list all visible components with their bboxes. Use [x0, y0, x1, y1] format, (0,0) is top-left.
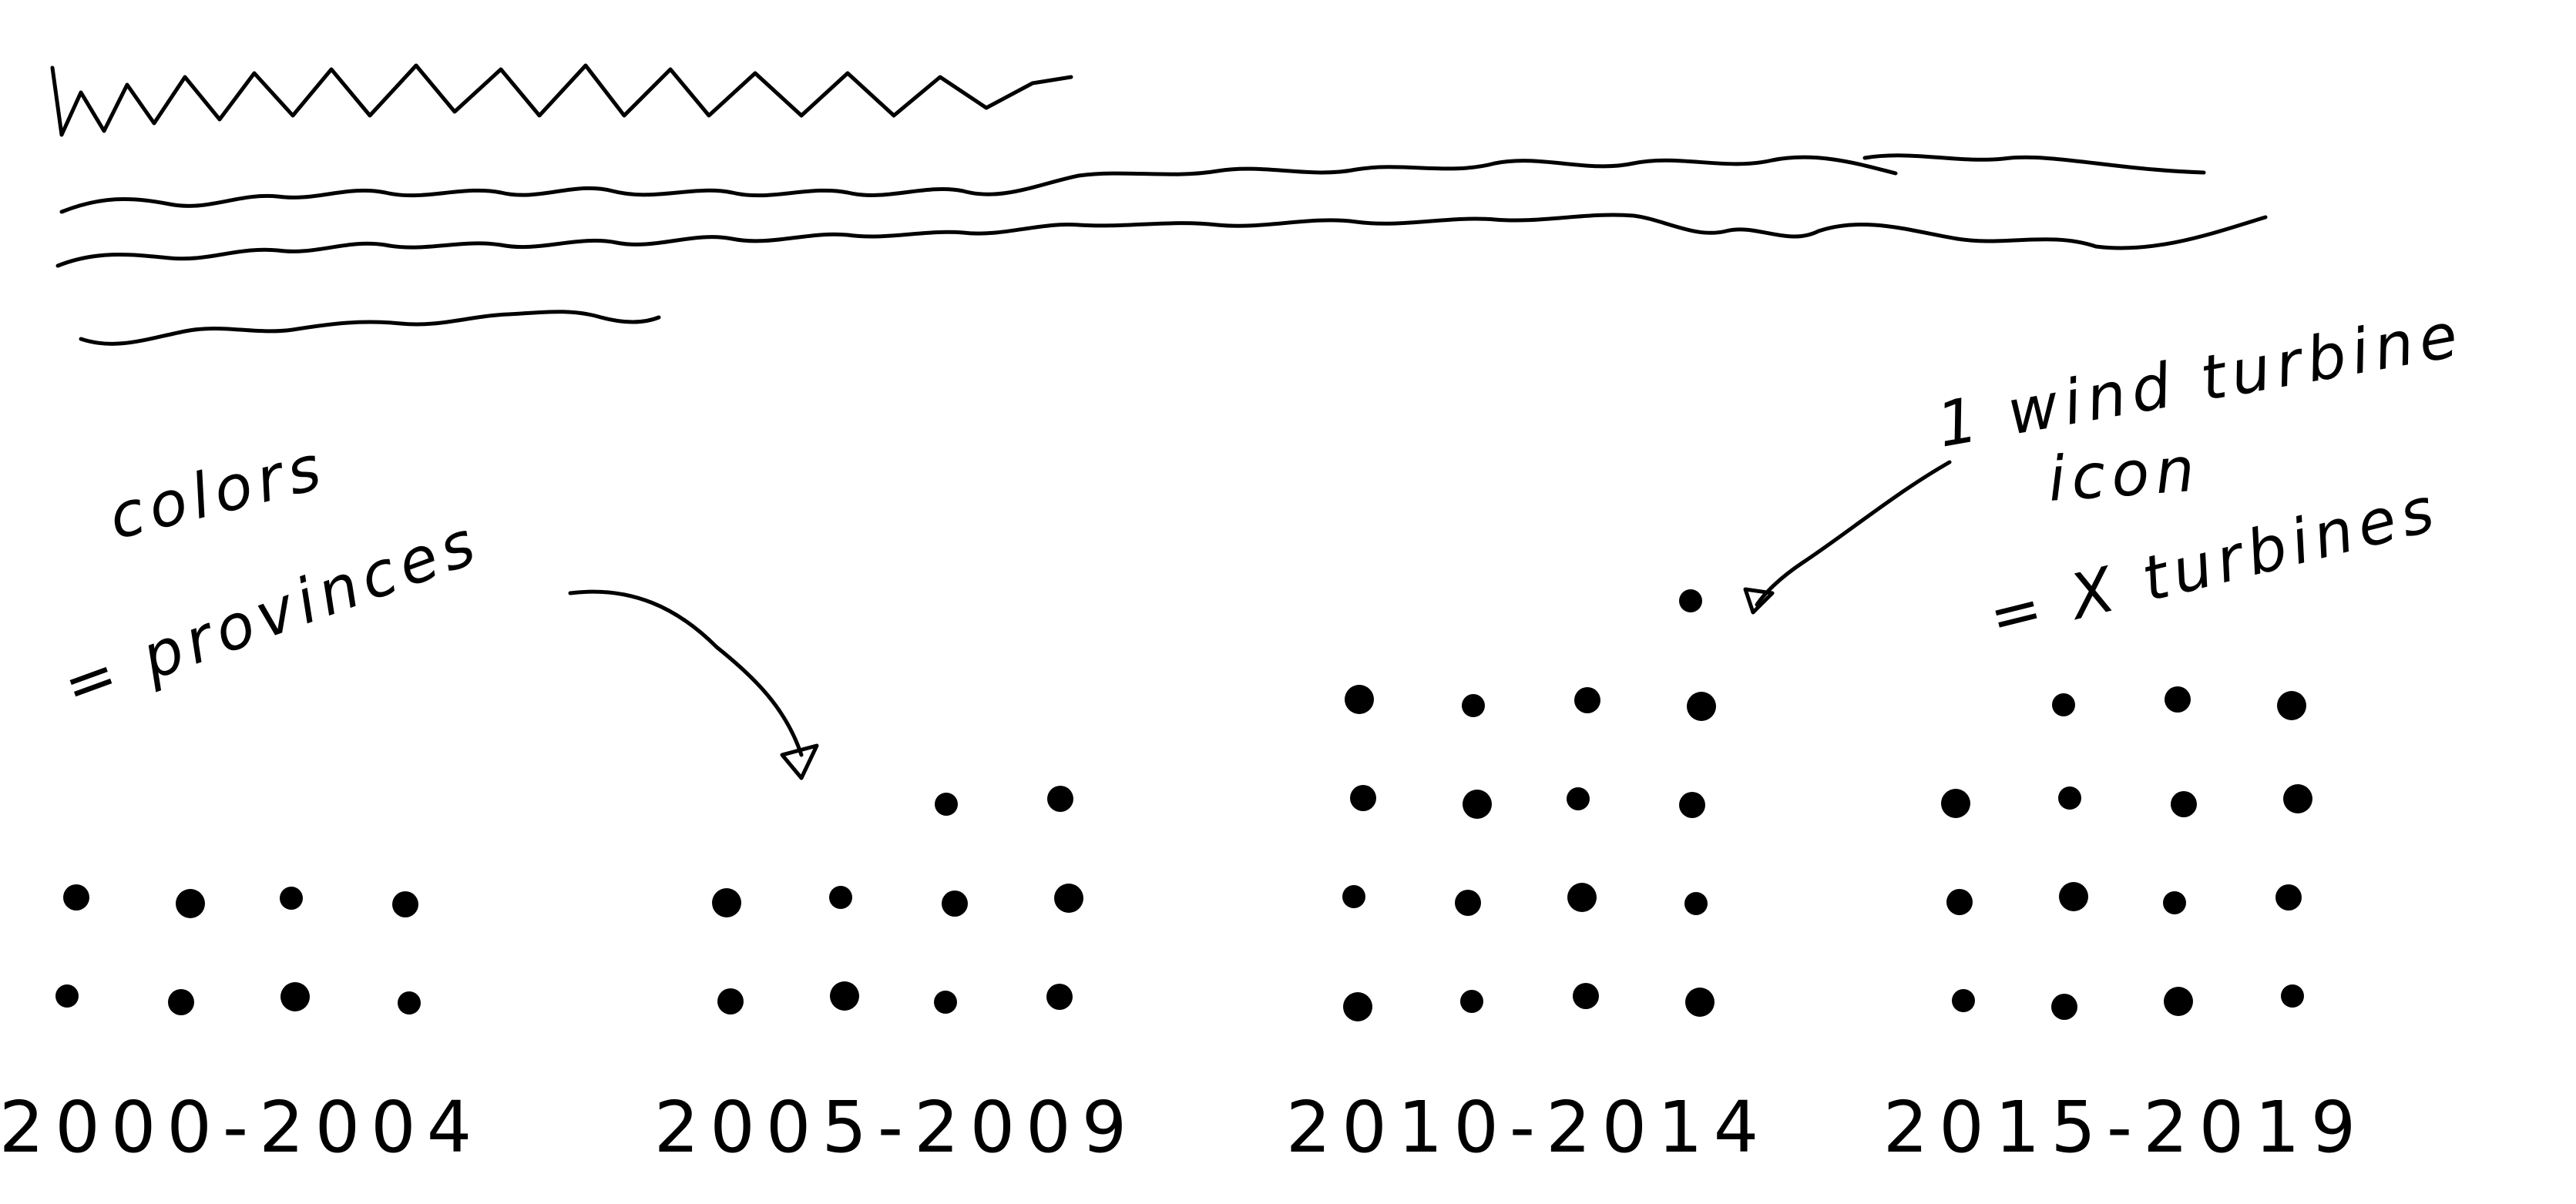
- turbine-arrow: [1755, 460, 1952, 607]
- turbine-icon-dot: [1573, 983, 1599, 1009]
- turbine-icon-dot: [2163, 891, 2186, 914]
- period-label: 2000-2004: [0, 1086, 482, 1169]
- turbine-icon-dot: [1463, 790, 1492, 819]
- turbine-icon-dot: [1350, 785, 1376, 811]
- turbine-arrow-head: [1743, 587, 1775, 615]
- turbine-icon-dot: [2277, 691, 2306, 720]
- turbine-icon-dot: [2171, 791, 2197, 817]
- turbine-icon-dot: [1567, 787, 1590, 810]
- turbine-icon-dot: [2052, 693, 2075, 716]
- turbine-icon-dot: [2165, 686, 2191, 713]
- turbine-icon-dot: [2164, 987, 2193, 1016]
- turbine-icon-dot: [1679, 589, 1702, 612]
- annotation-icon: icon: [2046, 433, 2203, 515]
- turbine-icon-dot: [829, 886, 852, 909]
- period-label: 2005-2009: [654, 1086, 1137, 1169]
- turbine-icon-dot: [1684, 892, 1708, 915]
- turbine-icon-dot: [55, 984, 79, 1008]
- turbine-icon-dot: [1952, 989, 1975, 1012]
- turbine-icon-dot: [1343, 992, 1372, 1021]
- provinces-arrow: [568, 589, 804, 757]
- annotation-colors: colors: [102, 431, 334, 554]
- provinces-arrow-head: [780, 743, 819, 780]
- turbine-icon-dot: [712, 888, 741, 917]
- turbine-icon-dot: [1342, 885, 1365, 908]
- subtitle-scribble-1: [59, 153, 2206, 214]
- title-scribble: [50, 63, 1073, 137]
- period-group-2015-2019: 2015-2019: [1883, 686, 2366, 1169]
- period-group-2005-2009: 2005-2009: [654, 786, 1137, 1169]
- turbine-icon-dot: [935, 793, 958, 816]
- pictogram-groups: 2000-2004 2005-2009 2010-2014 2015-2019: [0, 589, 2366, 1169]
- turbine-icon-dot: [2275, 884, 2302, 911]
- turbine-icon-dot: [1687, 692, 1716, 721]
- period-label: 2015-2019: [1883, 1086, 2366, 1169]
- turbine-icon-dot: [168, 989, 194, 1015]
- turbine-icon-dot: [392, 891, 418, 917]
- turbine-icon-dot: [1946, 889, 1973, 915]
- turbine-icon-dot: [1685, 988, 1715, 1017]
- turbine-icon-dot: [280, 887, 303, 910]
- turbine-icon-dot: [1567, 883, 1597, 912]
- period-group-2010-2014: 2010-2014: [1286, 589, 1769, 1169]
- turbine-icon-dot: [2051, 994, 2077, 1020]
- turbine-icon-dot: [280, 982, 310, 1011]
- turbine-icon-dot: [1455, 890, 1481, 916]
- turbine-icon-dot: [1679, 792, 1705, 818]
- turbine-icon-dot: [1574, 687, 1600, 713]
- turbine-icon-dot: [1462, 694, 1485, 717]
- annotation-wind-turbine: 1 wind turbine: [1932, 298, 2468, 461]
- turbine-icon-dot: [934, 991, 957, 1014]
- turbine-icon-dot: [1047, 786, 1073, 812]
- turbine-icon-dot: [717, 988, 744, 1015]
- turbine-icon-dot: [1345, 685, 1374, 714]
- turbine-icon-dot: [1054, 884, 1083, 913]
- turbine-icon-dot: [2059, 882, 2088, 911]
- turbine-icon-dot: [2281, 984, 2304, 1008]
- turbine-icon-dot: [942, 890, 968, 917]
- turbine-icon-dot: [830, 981, 859, 1011]
- period-label: 2010-2014: [1286, 1086, 1769, 1169]
- turbine-icon-dot: [1460, 990, 1483, 1013]
- turbine-icon-dot: [63, 884, 89, 911]
- period-group-2000-2004: 2000-2004: [0, 884, 482, 1169]
- turbine-icon-dot: [2283, 784, 2312, 813]
- subtitle-scribble-2: [55, 213, 2268, 268]
- turbine-icon-dot: [1046, 984, 1073, 1010]
- turbine-icon-dot: [2058, 786, 2081, 810]
- subtitle-scribble-3: [79, 310, 661, 346]
- turbine-icon-dot: [1941, 789, 1970, 818]
- turbine-icon-dot: [176, 889, 205, 918]
- turbine-icon-dot: [398, 991, 421, 1015]
